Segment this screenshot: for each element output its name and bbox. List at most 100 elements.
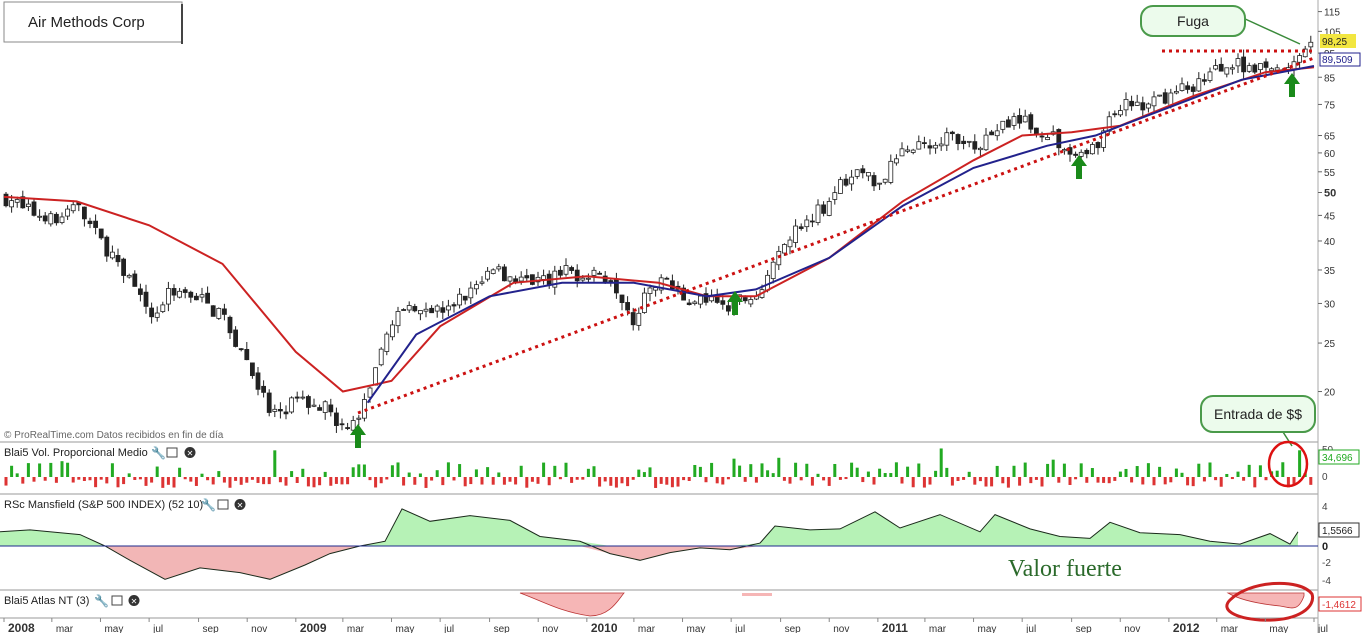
candle-down	[530, 274, 535, 285]
volume-bar-negative	[1018, 477, 1022, 486]
volume-bar-positive	[553, 465, 557, 477]
signal-arrows	[350, 73, 1300, 448]
candle-up	[485, 270, 491, 280]
volume-bar-positive	[564, 462, 568, 477]
price-tick-label: 115	[1324, 8, 1340, 19]
candle-down	[333, 412, 339, 426]
candle-down	[1162, 92, 1168, 104]
volume-bar-positive	[1090, 468, 1094, 477]
volume-bar-negative	[530, 477, 534, 482]
candle-up	[1134, 101, 1140, 106]
atlas-panel-controls: 🔧 ✕	[94, 593, 140, 608]
window-icon[interactable]	[111, 595, 123, 606]
candle-down	[182, 289, 188, 293]
volume-bar-positive	[766, 470, 770, 477]
candle-down	[524, 275, 530, 279]
candle-up	[905, 149, 910, 152]
volume-bar-positive	[390, 465, 394, 477]
candle-down	[1039, 135, 1045, 138]
volume-bar-negative	[1057, 477, 1061, 483]
atlas-value-tag	[1318, 596, 1362, 612]
candle-down	[87, 220, 93, 225]
volume-bar-negative	[206, 477, 210, 481]
candle-down	[1073, 153, 1078, 156]
candle-up	[580, 277, 586, 281]
volume-bar-negative	[413, 477, 417, 485]
wrench-icon[interactable]: 🔧	[151, 445, 166, 460]
volume-bar-negative	[676, 477, 680, 487]
candle-down	[955, 134, 961, 145]
candle-down	[726, 305, 731, 312]
candle-up	[457, 293, 463, 306]
candle-down	[305, 396, 311, 408]
volume-bar-positive	[1158, 466, 1162, 477]
volume-bar-negative	[1034, 477, 1038, 480]
candle-up	[647, 287, 653, 294]
candle-up	[373, 367, 379, 386]
volume-bar-negative	[1230, 477, 1234, 480]
window-icon[interactable]	[217, 499, 229, 510]
candle-up	[916, 141, 922, 150]
volume-bar-positive	[1225, 473, 1229, 477]
volume-bar-negative	[379, 477, 383, 484]
volume-bar-positive	[1046, 463, 1050, 477]
callout-pointer	[1282, 431, 1293, 447]
close-icon[interactable]	[128, 595, 140, 606]
volume-bar-negative	[234, 477, 238, 481]
volume-bar-positive	[1197, 463, 1201, 477]
candle-down	[1241, 56, 1246, 73]
volume-bar-positive	[217, 471, 221, 477]
time-tick-label: jul	[443, 624, 454, 633]
candle-up	[782, 244, 787, 254]
candle-up	[563, 265, 569, 275]
price-tick-label: 65	[1324, 132, 1336, 143]
volume-bar-negative	[682, 477, 686, 481]
volume-bar-positive	[49, 462, 53, 477]
volume-value-tag	[1318, 449, 1360, 465]
wrench-icon[interactable]: 🔧	[201, 497, 216, 512]
candle-down	[255, 372, 261, 390]
volume-bar-negative	[704, 477, 708, 483]
wrench-icon[interactable]: 🔧	[94, 593, 109, 608]
volume-highlight-circle	[1267, 440, 1309, 488]
candle-down	[221, 308, 227, 315]
candle-up	[473, 284, 479, 290]
candle-up	[518, 276, 524, 282]
volume-bar-positive	[906, 466, 910, 477]
volume-bar-negative	[978, 477, 982, 482]
close-icon[interactable]	[184, 447, 196, 458]
volume-axis-0: 0	[1322, 472, 1328, 483]
volume-bar-negative	[687, 477, 691, 481]
candle-down	[1084, 149, 1090, 155]
volume-bar-negative	[911, 477, 915, 488]
volume-bars	[4, 448, 1313, 488]
candle-down	[686, 302, 692, 306]
volume-bar-positive	[155, 466, 159, 477]
volume-bar-positive	[1135, 466, 1139, 477]
candle-down	[501, 266, 507, 282]
candle-up	[938, 143, 944, 147]
volume-bar-negative	[782, 477, 786, 481]
volume-bar-negative	[1292, 477, 1296, 486]
candle-up	[1146, 103, 1151, 109]
candle-down	[1056, 129, 1062, 149]
candle-up	[966, 140, 972, 143]
candle-up	[1045, 137, 1050, 141]
volume-bar-negative	[21, 477, 25, 484]
volume-bar-negative	[334, 477, 338, 484]
candle-up	[1302, 48, 1308, 58]
atlas-highlight-ring	[1225, 581, 1315, 622]
volume-bar-negative	[122, 477, 126, 485]
candle-down	[412, 306, 418, 312]
candle-down	[950, 131, 955, 135]
candle-up	[1000, 120, 1006, 130]
volume-bar-negative	[827, 477, 831, 486]
watermark: © ProRealTime.com Datos recibidos en fin…	[4, 430, 224, 441]
time-tick-label: 2011	[882, 621, 908, 633]
close-icon[interactable]	[234, 499, 246, 510]
volume-panel-label: Blai5 Vol. Proporcional Medio	[4, 447, 148, 459]
volume-bar-negative	[631, 477, 635, 480]
window-icon[interactable]	[166, 447, 178, 458]
volume-bar-positive	[967, 471, 971, 477]
candle-up	[160, 304, 166, 312]
